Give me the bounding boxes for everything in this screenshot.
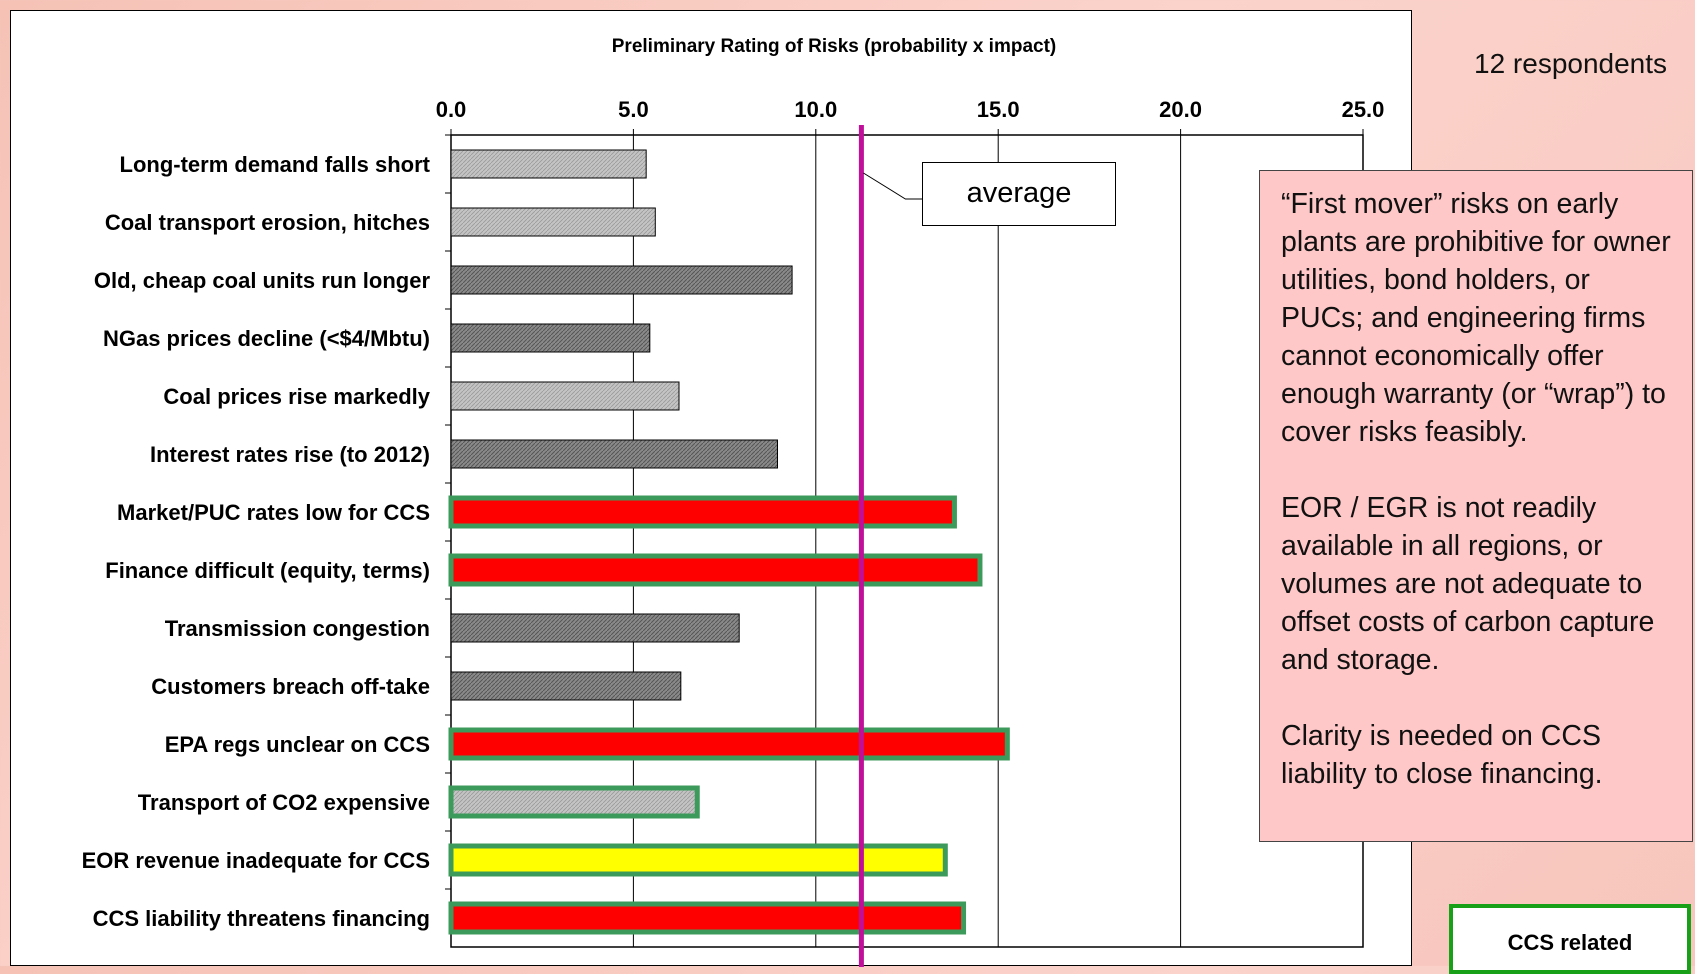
bar xyxy=(448,901,967,935)
x-tick-label: 10.0 xyxy=(794,97,837,122)
bar xyxy=(448,843,948,877)
bar xyxy=(450,613,740,643)
category-label: CCS liability threatens financing xyxy=(93,906,430,931)
category-label: Long-term demand falls short xyxy=(120,152,431,177)
bar xyxy=(450,207,656,237)
category-label: Coal transport erosion, hitches xyxy=(105,210,430,235)
x-tick-label: 0.0 xyxy=(436,97,467,122)
category-label: EOR revenue inadequate for CCS xyxy=(82,848,430,873)
chart-title: Preliminary Rating of Risks (probability… xyxy=(612,36,1057,57)
note-box: “First mover” risks on early plants are … xyxy=(1259,170,1693,842)
bar xyxy=(448,727,1010,761)
average-label: average xyxy=(922,162,1116,226)
note-paragraph: “First mover” risks on early plants are … xyxy=(1281,188,1671,448)
category-label: NGas prices decline (<$4/Mbtu) xyxy=(103,326,430,351)
x-tick-label: 5.0 xyxy=(618,97,649,122)
respondents-count: 12 respondents xyxy=(1474,48,1668,79)
bar xyxy=(450,439,778,469)
bar xyxy=(450,381,680,411)
category-label: Finance difficult (equity, terms) xyxy=(105,558,430,583)
x-tick-label: 25.0 xyxy=(1342,97,1385,122)
category-label: Transport of CO2 expensive xyxy=(138,790,430,815)
plot-area xyxy=(450,134,1364,948)
bar xyxy=(450,149,647,179)
category-label: Coal prices rise markedly xyxy=(163,384,430,409)
note-paragraph: Clarity is needed on CCS liability to cl… xyxy=(1281,720,1603,790)
bar xyxy=(450,671,682,701)
bar xyxy=(448,553,983,587)
category-label: Transmission congestion xyxy=(165,616,430,641)
category-label: EPA regs unclear on CCS xyxy=(165,732,430,757)
x-tick-label: 20.0 xyxy=(1159,97,1202,122)
category-label: Market/PUC rates low for CCS xyxy=(117,500,430,525)
chart-frame: Preliminary Rating of Risks (probability… xyxy=(10,10,1412,967)
bar xyxy=(450,323,651,353)
risk-bar-chart: Preliminary Rating of Risks (probability… xyxy=(82,36,1385,967)
ccs-related-legend: CCS related xyxy=(1449,904,1691,974)
bar xyxy=(448,785,700,819)
x-tick-label: 15.0 xyxy=(977,97,1020,122)
average-leader-line xyxy=(863,172,923,200)
category-label: Customers breach off-take xyxy=(151,674,430,699)
category-label: Interest rates rise (to 2012) xyxy=(150,442,430,467)
bar xyxy=(448,495,957,529)
note-paragraph: EOR / EGR is not readily available in al… xyxy=(1281,492,1655,676)
category-label: Old, cheap coal units run longer xyxy=(94,268,431,293)
bar xyxy=(450,265,793,295)
